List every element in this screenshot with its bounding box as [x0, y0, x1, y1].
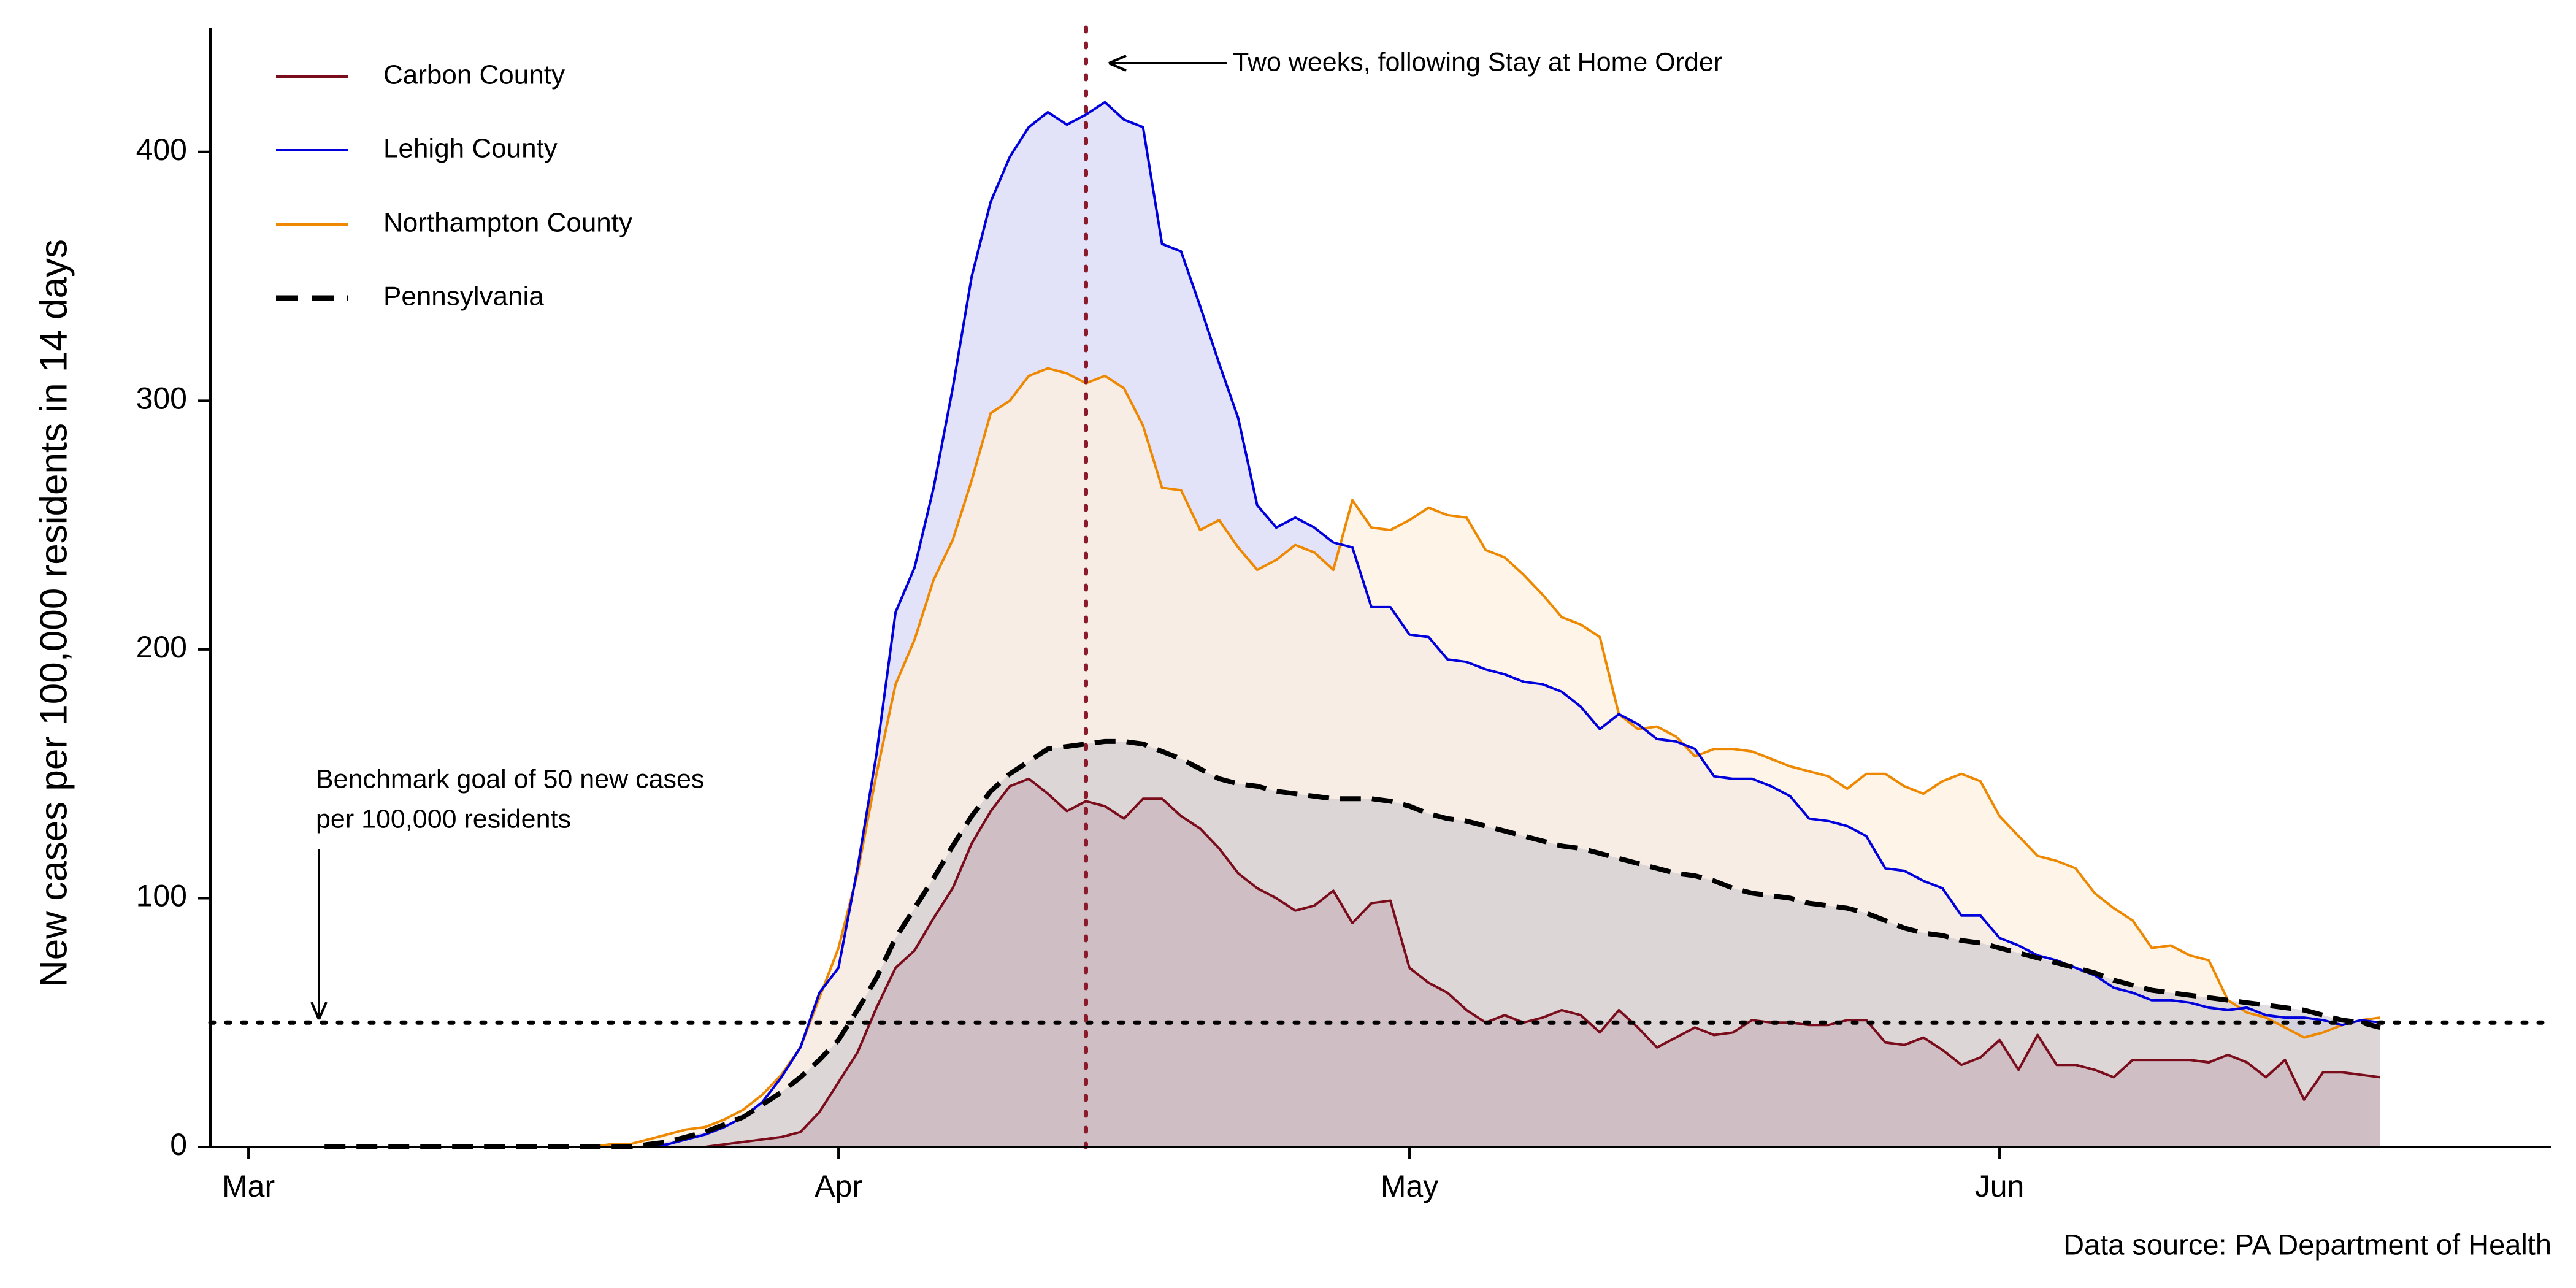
- x-tick-label-apr: Apr: [815, 1169, 862, 1203]
- legend: Carbon County Lehigh County Northampton …: [276, 60, 632, 312]
- x-tick-label-may: May: [1381, 1169, 1438, 1203]
- series-areas: [324, 102, 2380, 1148]
- y-tick-label-400: 400: [136, 132, 187, 167]
- legend-label-lehigh: Lehigh County: [383, 134, 558, 164]
- stay-home-arrowhead: [1108, 55, 1127, 72]
- y-tick-label-300: 300: [136, 381, 187, 416]
- area-carbon-county: [324, 778, 2380, 1147]
- x-tick-label-mar: Mar: [222, 1169, 275, 1203]
- stay-home-annotation: Two weeks, following Stay at Home Order: [1233, 47, 1722, 77]
- x-tick-label-jun: Jun: [1975, 1169, 2025, 1203]
- line-pennsylvania: [324, 738, 2381, 1149]
- data-source-note: Data source: PA Department of Health: [2063, 1228, 2551, 1260]
- y-axis-label: New cases per 100,000 residents in 14 da…: [33, 239, 75, 987]
- legend-label-pennsylvania: Pennsylvania: [383, 282, 544, 312]
- benchmark-annotation-line1: Benchmark goal of 50 new cases: [316, 764, 704, 794]
- x-ticks: Mar Apr May Jun: [222, 1147, 2024, 1203]
- benchmark-arrowhead: [310, 1002, 328, 1020]
- y-ticks: 0 100 200 300 400: [136, 132, 210, 1162]
- legend-label-carbon: Carbon County: [383, 60, 565, 90]
- y-tick-label-100: 100: [136, 879, 187, 913]
- legend-label-northampton: Northampton County: [383, 208, 632, 238]
- benchmark-annotation-line2: per 100,000 residents: [316, 804, 571, 834]
- y-tick-label-200: 200: [136, 630, 187, 664]
- line-northampton-county: [324, 367, 2380, 1148]
- y-tick-label-0: 0: [170, 1127, 187, 1162]
